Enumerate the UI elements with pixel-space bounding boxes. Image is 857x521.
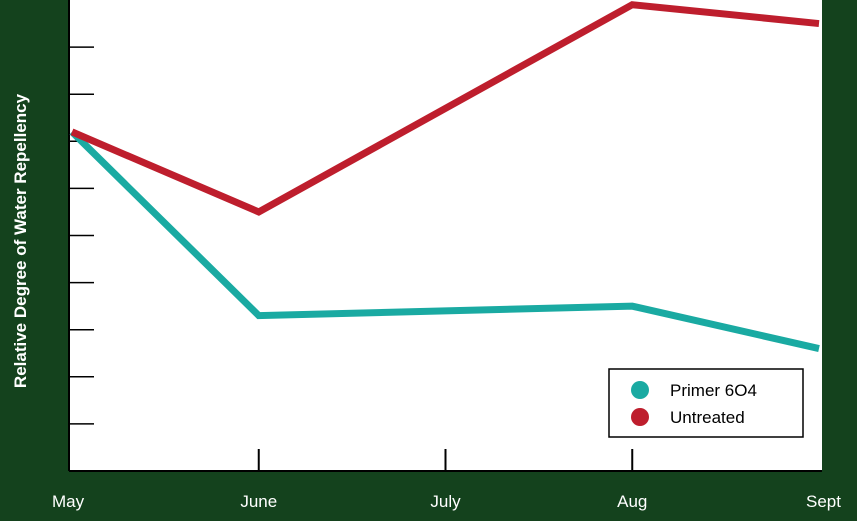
x-tick-label: June	[240, 492, 277, 511]
x-axis-labels: May June July Aug Sept	[52, 492, 841, 511]
series-layer	[69, 1, 820, 352]
series-line-primer-6o4	[69, 129, 820, 352]
x-tick-label: Aug	[617, 492, 647, 511]
legend-marker-primer	[631, 381, 649, 399]
x-axis-ticks	[257, 449, 634, 471]
x-tick-label: July	[430, 492, 461, 511]
legend-marker-untreated	[631, 408, 649, 426]
x-tick-label: May	[52, 492, 85, 511]
legend: Primer 6O4 Untreated	[608, 368, 804, 438]
legend-label-primer: Primer 6O4	[670, 381, 757, 400]
y-axis-label: Relative Degree of Water Repellency	[11, 93, 30, 388]
legend-label-untreated: Untreated	[670, 408, 745, 427]
x-tick-label: Sept	[806, 492, 841, 511]
series-line-untreated	[70, 1, 820, 216]
y-axis-ticks	[68, 46, 94, 425]
